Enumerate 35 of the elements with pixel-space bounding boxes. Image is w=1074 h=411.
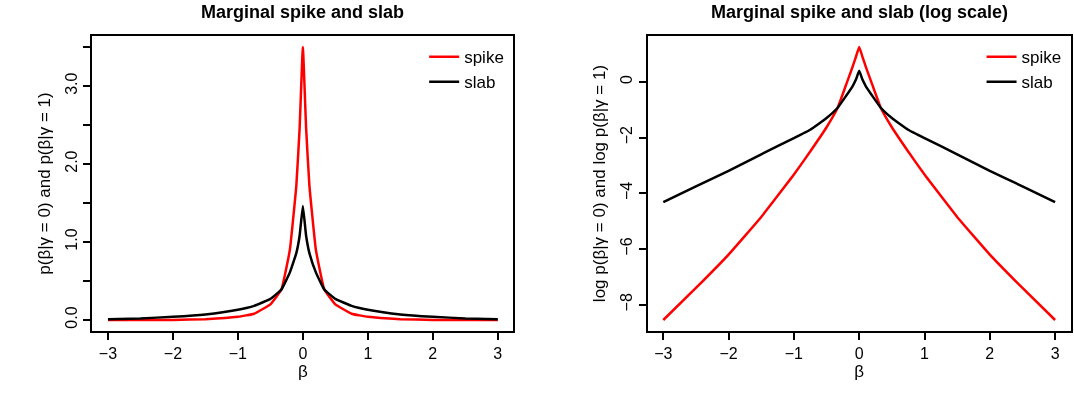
legend-label: spike (464, 48, 504, 68)
y-tick-label: 2.0 (62, 150, 80, 173)
legend-label: slab (1021, 73, 1053, 93)
x-tick-label: 3 (1050, 345, 1060, 363)
line-series (106, 204, 500, 321)
x-tick-label: 0 (298, 345, 308, 363)
x-tick-label: 0 (854, 345, 864, 363)
y-tick-label: 0.0 (62, 306, 80, 329)
legend-label: slab (464, 73, 496, 93)
x-tick-label: −3 (654, 345, 673, 363)
y-tick-label: −8 (618, 293, 636, 312)
x-tick-label: −2 (163, 345, 183, 363)
y-axis-title: p(β|γ = 0) and p(β|γ = 1) (35, 92, 55, 275)
chart-title: Marginal spike and slab (log scale) (711, 2, 1009, 22)
x-axis-title: β (854, 362, 865, 382)
x-tick-label: −2 (719, 345, 738, 363)
chart-title: Marginal spike and slab (201, 2, 405, 22)
line-series (662, 69, 1057, 204)
y-tick-label: 1.0 (62, 228, 80, 251)
y-tick-label: −2 (618, 125, 636, 145)
y-tick-label: −4 (618, 181, 636, 200)
x-axis-title: β (297, 362, 308, 382)
x-tick-label: 2 (985, 345, 995, 363)
x-tick-label: 2 (428, 345, 438, 363)
x-tick-label: −3 (98, 345, 118, 363)
x-tick-label: −1 (784, 345, 804, 363)
legend-label: spike (1021, 48, 1062, 68)
x-tick-label: 1 (920, 345, 930, 363)
y-tick-label: −6 (618, 237, 636, 256)
y-tick-label: 0 (618, 74, 636, 84)
x-tick-label: −1 (228, 345, 248, 363)
x-tick-label: 1 (363, 345, 373, 363)
x-tick-label: 3 (493, 345, 503, 363)
y-tick-label: 3.0 (62, 72, 80, 95)
y-axis-title: log p(β|γ = 0) and log p(β|γ = 1) (590, 64, 610, 303)
